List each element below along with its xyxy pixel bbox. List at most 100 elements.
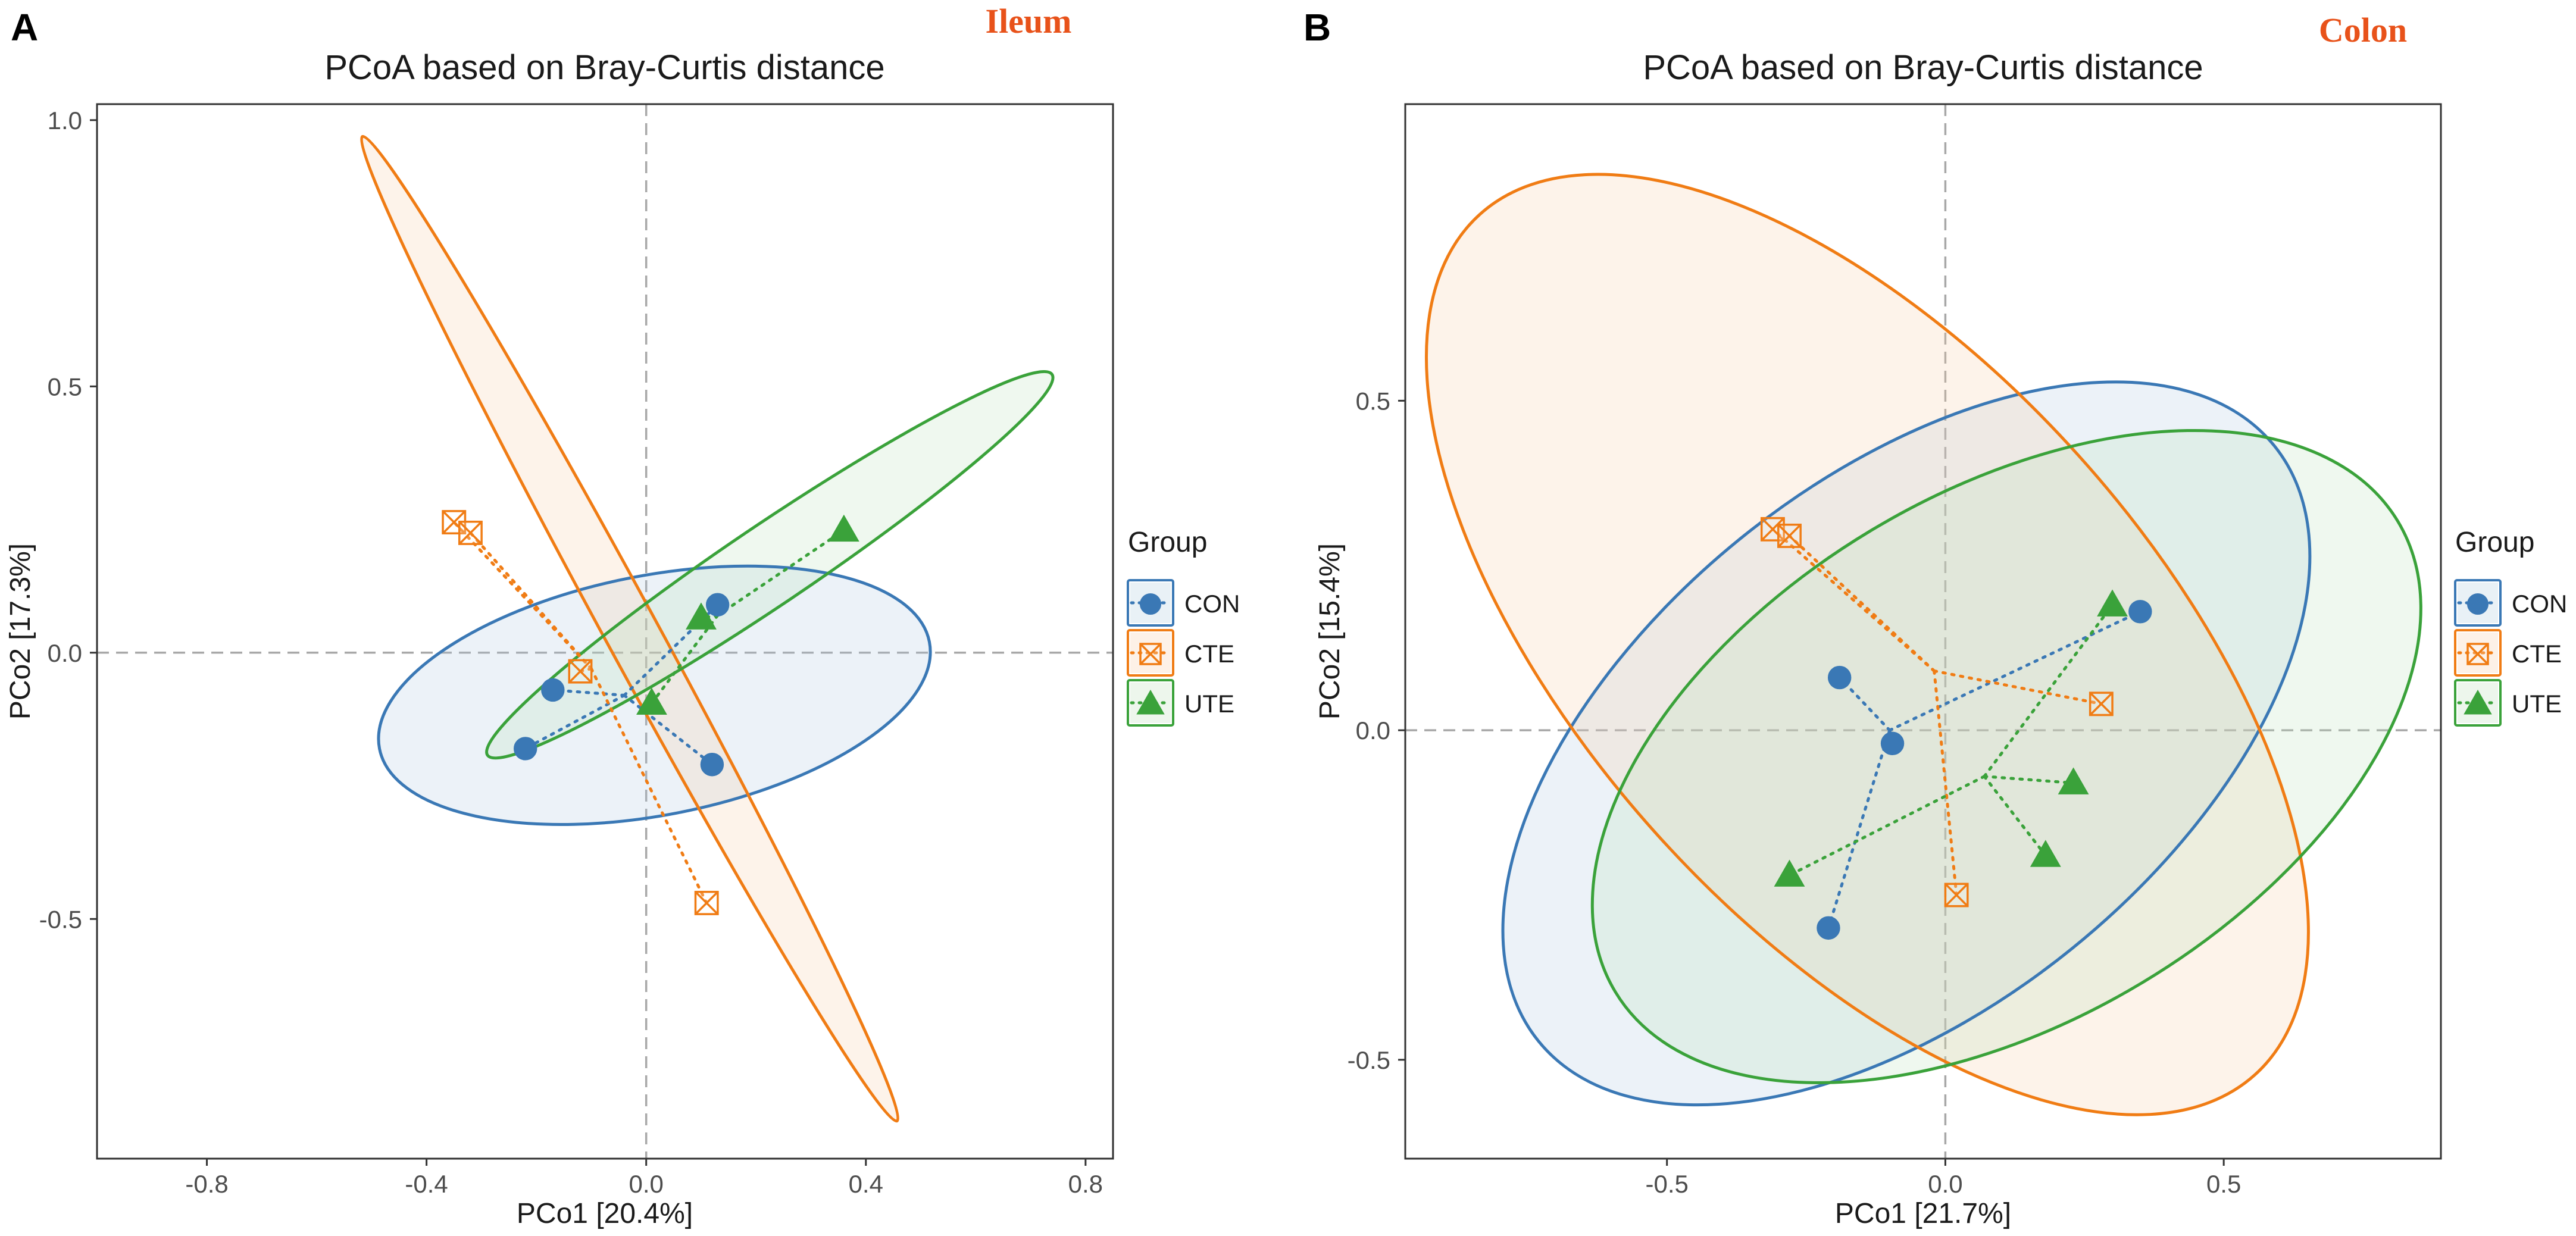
x-axis-label: PCo1 [20.4%] bbox=[517, 1198, 693, 1229]
spider-line-cte bbox=[589, 667, 708, 905]
pcoa-panel-a: A Ileum PCoA based on Bray-Curtis distance… bbox=[5, 2, 1240, 1229]
spider-line-ute bbox=[1983, 775, 2047, 858]
tissue-label: Colon bbox=[2319, 11, 2407, 49]
legend-label: UTE bbox=[1184, 690, 1234, 718]
spider-line-ute bbox=[1983, 603, 2114, 778]
data-point-ute bbox=[2030, 840, 2061, 867]
x-axis-label: PCo1 [21.7%] bbox=[1835, 1198, 2011, 1229]
confidence-ellipse-fill-cte bbox=[361, 136, 898, 1121]
data-point-con bbox=[700, 753, 724, 777]
spider-line-con bbox=[623, 693, 714, 766]
confidence-ellipse-ute bbox=[485, 370, 1055, 760]
confidence-ellipse-fill-ute bbox=[1592, 430, 2421, 1083]
spider-line-ute bbox=[1983, 775, 2075, 785]
data-point-ute bbox=[2097, 589, 2128, 617]
data-point-con bbox=[1817, 916, 1840, 940]
data-point-ute bbox=[828, 514, 859, 542]
spider-line-cte bbox=[452, 521, 593, 671]
data-point-con bbox=[2128, 600, 2152, 624]
plot-area bbox=[1405, 104, 2441, 1159]
data-point-ute bbox=[2058, 767, 2089, 794]
legend-title: Group bbox=[2455, 527, 2534, 558]
x-tick-label: 0.5 bbox=[2206, 1170, 2241, 1198]
data-point-ute bbox=[1774, 859, 1805, 887]
legend-label: UTE bbox=[2512, 690, 2562, 718]
confidence-ellipse-ute bbox=[1590, 428, 2422, 1084]
y-axis-label: PCo2 [15.4%] bbox=[1314, 543, 1346, 719]
legend-key-marker bbox=[2467, 593, 2489, 615]
spider-line-cte bbox=[1787, 534, 1936, 672]
data-point-con bbox=[514, 737, 537, 761]
legend-label: CTE bbox=[2512, 640, 2562, 668]
y-tick-label: -0.5 bbox=[1348, 1046, 1390, 1074]
y-tick-label: -0.5 bbox=[39, 905, 82, 933]
legend-key-marker bbox=[2464, 689, 2492, 715]
tissue-label: Ileum bbox=[986, 2, 1072, 40]
legend: Group CON CTE UTE bbox=[2454, 527, 2567, 727]
legend-label: CON bbox=[1184, 590, 1240, 618]
data-point-ute bbox=[636, 687, 667, 715]
data-point-cte bbox=[568, 659, 593, 684]
spider-line-con bbox=[551, 688, 626, 697]
data-point-cte bbox=[694, 890, 719, 915]
data-point-cte bbox=[1944, 883, 1969, 908]
data-point-con bbox=[1880, 731, 1905, 755]
data-point-con bbox=[541, 678, 565, 702]
legend-item-ute: UTE bbox=[2454, 679, 2562, 727]
legend-title: Group bbox=[1128, 527, 1207, 558]
data-point-con bbox=[705, 593, 730, 617]
y-tick-label: 1.0 bbox=[48, 107, 82, 134]
panel-letter: B bbox=[1303, 6, 1331, 49]
confidence-ellipse-fill-con bbox=[1503, 381, 2310, 1105]
legend-label: CON bbox=[2512, 590, 2567, 618]
x-tick-label: 0.4 bbox=[849, 1170, 883, 1198]
spider-line-ute bbox=[716, 528, 846, 617]
spider-line-ute bbox=[1787, 775, 1986, 877]
spider-line-ute bbox=[650, 614, 720, 705]
x-tick-label: -0.8 bbox=[185, 1170, 228, 1198]
spider-line-cte bbox=[1933, 669, 2103, 706]
spider-line-cte bbox=[1933, 669, 1958, 897]
x-tick-label: 0.0 bbox=[1928, 1170, 1962, 1198]
data-point-cte bbox=[458, 520, 483, 545]
y-tick-label: 0.5 bbox=[48, 373, 82, 400]
confidence-ellipse-cte bbox=[1424, 173, 2310, 1116]
y-tick-label: 0.0 bbox=[48, 639, 82, 667]
data-point-ute bbox=[686, 602, 717, 630]
spider-line-con bbox=[1838, 676, 1892, 732]
spider-line-con bbox=[1827, 728, 1892, 930]
spider-line-con bbox=[1888, 610, 2142, 732]
confidence-ellipse-fill-cte bbox=[1426, 174, 2309, 1115]
plot-frame bbox=[1404, 103, 2442, 1160]
data-point-con bbox=[1827, 665, 1852, 690]
data-point-cte bbox=[2089, 691, 2114, 716]
legend-key-marker bbox=[1140, 593, 1161, 615]
legend-item-ute: UTE bbox=[1127, 679, 1234, 727]
legend-label: CTE bbox=[1184, 640, 1234, 668]
legend-item-cte: CTE bbox=[1127, 629, 1234, 677]
x-tick-label: 0.0 bbox=[629, 1170, 664, 1198]
legend-item-con: CON bbox=[2454, 579, 2567, 627]
legend-key-marker bbox=[1139, 643, 1162, 665]
panel-letter: A bbox=[11, 6, 38, 49]
chart-title: PCoA based on Bray-Curtis distance bbox=[1643, 48, 2203, 87]
legend-item-con: CON bbox=[1127, 579, 1240, 627]
data-point-cte bbox=[1777, 523, 1802, 548]
confidence-ellipse-fill-ute bbox=[486, 371, 1053, 758]
legend: Group CON CTE UTE bbox=[1127, 527, 1240, 727]
y-tick-label: 0.0 bbox=[1356, 716, 1390, 744]
legend-key-marker bbox=[2466, 643, 2489, 665]
pcoa-panel-b: B Colon PCoA based on Bray-Curtis distance… bbox=[1303, 6, 2567, 1229]
confidence-ellipse-cte bbox=[359, 134, 900, 1123]
x-tick-label: 0.8 bbox=[1068, 1170, 1103, 1198]
confidence-ellipse-con bbox=[1501, 380, 2312, 1107]
x-tick-label: -0.5 bbox=[1645, 1170, 1688, 1198]
plot-frame bbox=[96, 103, 1114, 1160]
legend-key-marker bbox=[1136, 689, 1165, 715]
spider-line-cte bbox=[468, 531, 593, 671]
y-tick-label: 0.5 bbox=[1356, 387, 1390, 415]
chart-title: PCoA based on Bray-Curtis distance bbox=[324, 48, 884, 87]
y-axis-label: PCo2 [17.3%] bbox=[5, 543, 36, 719]
plot-area bbox=[97, 104, 1113, 1159]
